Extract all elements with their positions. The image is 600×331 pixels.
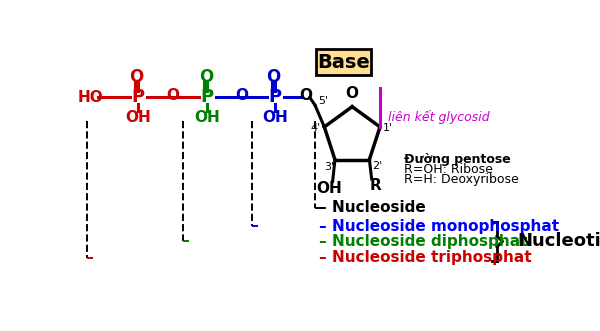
Text: O: O [299, 88, 313, 103]
Text: R=OH: Ribose: R=OH: Ribose [404, 163, 493, 175]
Text: O: O [266, 69, 281, 86]
Text: Base: Base [317, 53, 370, 71]
Text: 1': 1' [383, 123, 393, 133]
Text: 2': 2' [372, 161, 382, 171]
Text: R=H: Deoxyribose: R=H: Deoxyribose [404, 172, 518, 186]
Text: P: P [131, 88, 145, 107]
Text: O: O [166, 88, 179, 103]
Text: P: P [269, 88, 282, 107]
FancyBboxPatch shape [316, 49, 371, 75]
Text: OH: OH [316, 181, 341, 196]
Text: O: O [346, 86, 359, 101]
Text: 5': 5' [318, 96, 328, 106]
Text: OH: OH [262, 110, 288, 125]
Text: Nucleotide: Nucleotide [517, 232, 600, 251]
Text: – Nucleoside: – Nucleoside [319, 200, 426, 215]
Text: – Nucleoside triphosphat: – Nucleoside triphosphat [319, 250, 532, 265]
Text: O: O [199, 69, 213, 86]
Text: HO: HO [77, 90, 103, 105]
Text: O: O [235, 88, 248, 103]
Text: OH: OH [194, 110, 220, 125]
Text: P: P [201, 88, 214, 107]
Text: Đường pentose: Đường pentose [404, 153, 511, 166]
Text: 4': 4' [310, 123, 320, 133]
Text: – Nucleoside diphosphat: – Nucleoside diphosphat [319, 234, 527, 249]
Text: R: R [370, 178, 382, 193]
Text: liên kết glycosid: liên kết glycosid [388, 110, 490, 124]
Text: – Nucleoside monophosphat: – Nucleoside monophosphat [319, 218, 559, 234]
Text: O: O [130, 69, 143, 86]
Text: 3': 3' [324, 162, 334, 172]
Text: OH: OH [125, 110, 151, 125]
